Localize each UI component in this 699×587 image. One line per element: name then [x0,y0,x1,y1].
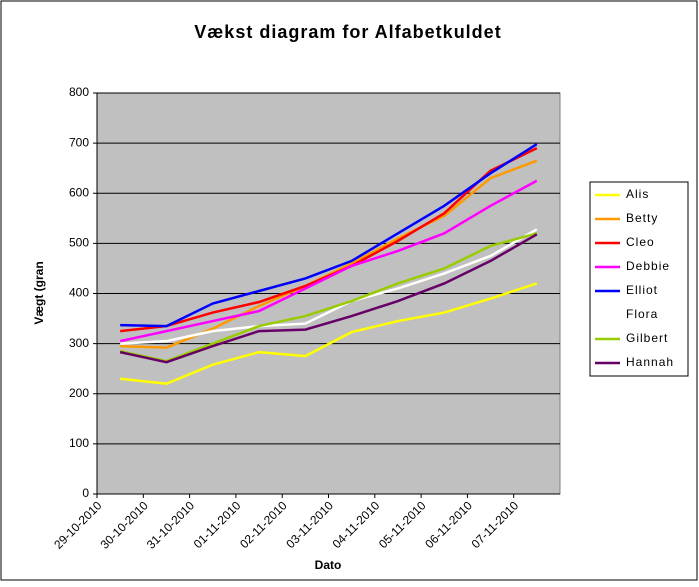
legend-label: Elliot [626,283,658,297]
y-tick-label: 100 [69,436,89,450]
legend-label: Debbie [626,259,670,273]
y-tick-label: 400 [69,286,89,300]
y-tick-label: 0 [82,486,89,500]
y-tick-label: 200 [69,386,89,400]
series-line [119,233,538,364]
legend-label: Alis [626,187,649,201]
y-tick-label: 800 [69,85,89,99]
series-line [120,228,538,345]
y-axis-label: Vægt (gran [32,261,46,324]
chart-title: Vækst diagram for Alfabetkuldet [194,22,501,42]
series-line [119,179,538,343]
legend-label: Cleo [626,235,655,249]
y-tick-label: 300 [69,336,89,350]
y-tick-label: 600 [69,185,89,199]
y-tick-label: 500 [69,236,89,250]
series-line [120,143,538,328]
legend-label: Betty [626,211,658,225]
series-line [120,282,538,386]
legend-label: Gilbert [626,331,668,345]
x-axis-label: Dato [315,558,342,572]
series-line [119,232,538,363]
legend-box [589,181,689,377]
y-tick-label: 700 [69,135,89,149]
legend-label: Flora [626,307,658,321]
legend-label: Hannah [626,355,674,369]
